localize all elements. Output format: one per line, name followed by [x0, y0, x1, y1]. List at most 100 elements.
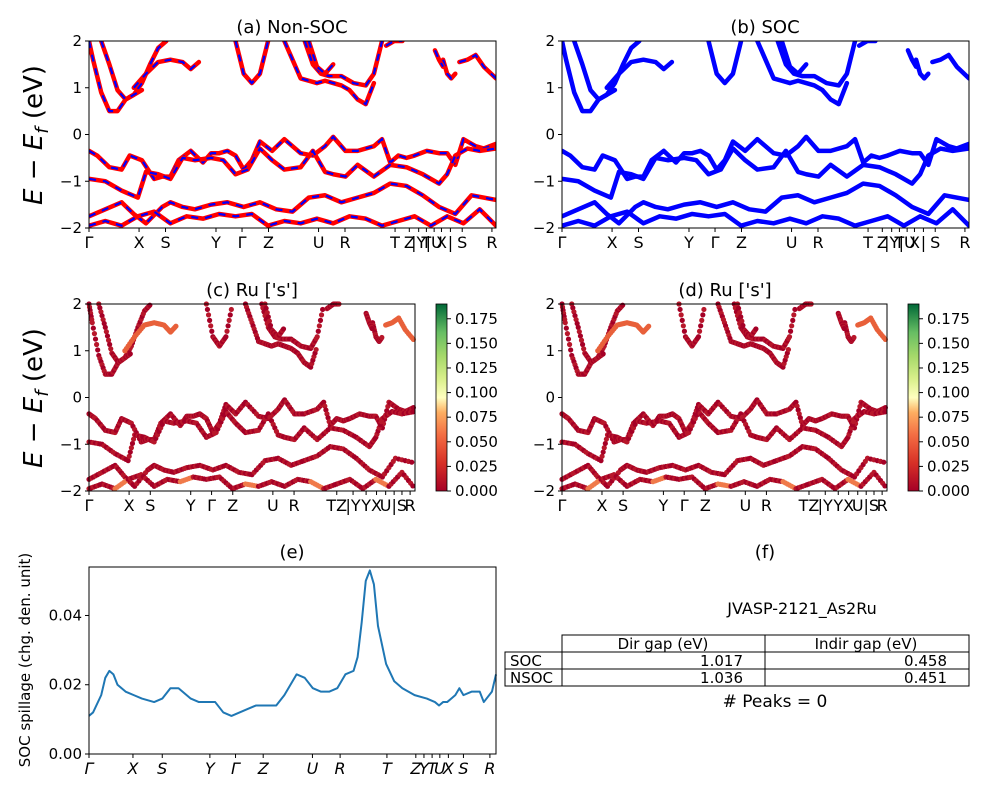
panel-b-xtick-label: S — [633, 233, 643, 252]
scatter-point — [107, 341, 113, 348]
scatter-point — [228, 306, 234, 313]
panel-e-xtick-label: U — [434, 759, 446, 778]
panel-d-ytick-label: −1 — [533, 435, 555, 453]
scatter-point — [101, 320, 107, 327]
scatter-point — [568, 347, 574, 353]
panel-c-ytick-label: −2 — [60, 482, 82, 500]
band-line-a-2 — [89, 181, 496, 226]
table-header-indir: Indir gap (eV) — [815, 635, 918, 653]
scatter-point — [565, 336, 572, 342]
panel-e-xtick-label: S — [157, 759, 167, 778]
scatter-point — [787, 328, 794, 334]
table-footer: # Peaks = 0 — [723, 692, 828, 712]
scatter-point — [600, 449, 606, 455]
colorbar-tick-label: 0.100 — [927, 384, 970, 402]
panel-a-xtick-label: R — [486, 233, 497, 252]
band-line-dashed-a-7 — [234, 41, 270, 85]
panel-c-ytick-label: 2 — [72, 295, 82, 313]
panel-b-xtick-label: U — [786, 233, 798, 252]
scatter-point — [315, 328, 321, 334]
scatter-point — [679, 317, 685, 323]
scatter-point — [700, 312, 706, 318]
scatter-point — [794, 403, 800, 409]
panel-a-xtick-label: S — [160, 233, 170, 252]
panel-e-ytick-label: 0.02 — [49, 676, 82, 694]
band-line-a-13 — [457, 52, 496, 81]
panel-d-xtick-label: S — [869, 496, 879, 515]
scatter-point — [737, 309, 743, 316]
scatter-point — [321, 399, 327, 405]
panel-d-xtick-label: Z — [700, 496, 711, 515]
panel-b-xtick-label: T — [862, 233, 873, 252]
scatter-point — [602, 440, 608, 447]
scatter-point — [323, 407, 329, 413]
panel-a-xtick-label: Γ — [238, 233, 247, 252]
panel-a-ytick-label: −2 — [60, 219, 82, 237]
scatter-point — [173, 323, 179, 329]
scatter-point — [227, 312, 233, 318]
panel-c-xtick-label: S — [397, 496, 407, 515]
panel-a-xtick-label: Γ — [85, 233, 94, 252]
panel-a-xtick-label: S — [457, 233, 467, 252]
band-line-dashed-a-9 — [307, 41, 335, 76]
scatter-point — [571, 309, 577, 315]
scatter-point — [224, 328, 230, 334]
scatter-point — [316, 323, 322, 329]
panel-a-xtick-label: Z — [263, 233, 274, 252]
panel-d-xtick-label: Y — [658, 496, 669, 515]
panel-e-xtick-label: Z — [257, 759, 270, 778]
scatter-point — [99, 313, 105, 319]
spillage-line — [88, 569, 497, 717]
title-c: (c) Ru ['s'] — [206, 280, 298, 301]
band-line-dashed-a-10 — [283, 41, 375, 106]
scatter-point — [127, 351, 133, 357]
band-line-dashed-a-12 — [442, 59, 457, 81]
band-line-b-5 — [571, 41, 618, 102]
band-line-b-10 — [755, 41, 850, 107]
panel-c-xtick-label: Y — [360, 496, 371, 515]
scatter-point — [791, 312, 797, 318]
panel-b-xtick-label: Z — [877, 233, 888, 252]
scatter-point — [598, 458, 604, 464]
table-header-dir: Dir gap (eV) — [618, 635, 709, 653]
panel-e-xtick-label: R — [335, 759, 346, 778]
scatter-point — [204, 306, 211, 313]
scatter-point — [410, 483, 416, 489]
scatter-point — [574, 320, 580, 327]
scatter-point — [108, 346, 114, 352]
band-line-b-2 — [562, 181, 969, 226]
colorbar-tick-label: 0.150 — [927, 334, 970, 352]
scatter-point — [100, 316, 106, 323]
scatter-point — [207, 317, 213, 323]
panel-e-xtick-label: Γ — [85, 759, 95, 778]
scatter-point — [678, 312, 684, 318]
scatter-point — [882, 409, 888, 415]
panel-c-xtick-label: Γ — [207, 496, 216, 515]
band-line-b-11 — [856, 41, 878, 48]
bands-a — [89, 41, 496, 228]
table-row-label-soc: SOC — [510, 652, 542, 670]
scatter-point — [225, 323, 231, 329]
ylabel-top: E − Ef (eV) — [19, 65, 53, 205]
panel-d-ytick-label: −2 — [533, 482, 555, 500]
panel-b-ytick-label: 0 — [545, 126, 555, 144]
scatter-point — [566, 341, 573, 348]
panel-e-frame — [88, 566, 497, 755]
panel-e-xtick-label: U — [307, 759, 319, 778]
band-line-dashed-a-6 — [132, 58, 200, 89]
scatter-point — [576, 329, 582, 335]
panel-a-xtick-label: |Y — [411, 233, 426, 252]
band-line-dashed-a-0 — [89, 135, 496, 181]
band-line-dashed-a-3 — [89, 207, 496, 227]
scatter-point — [601, 445, 607, 451]
panel-b-xtick-label: Γ — [558, 233, 567, 252]
band-line-b-9 — [779, 41, 809, 76]
scatter-point — [147, 302, 153, 308]
panel-e-ytick-label: 0.00 — [49, 745, 82, 763]
scatter-point — [696, 328, 703, 334]
